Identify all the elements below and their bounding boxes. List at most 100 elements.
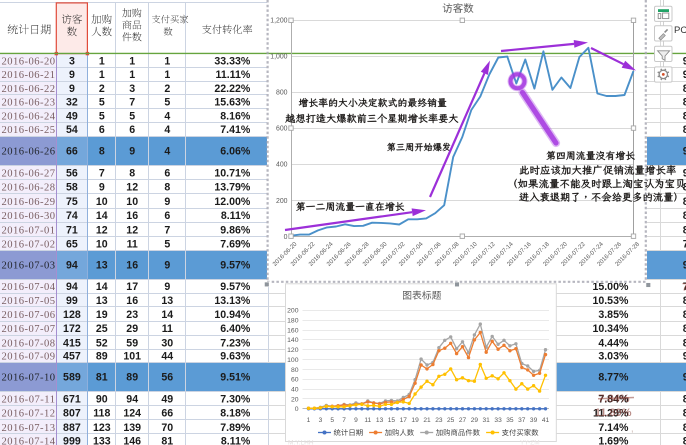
- svg-text:9.86%: 9.86%: [220, 224, 251, 236]
- svg-text:16: 16: [126, 210, 138, 222]
- svg-text:25: 25: [447, 417, 455, 424]
- svg-text:13: 13: [96, 295, 108, 307]
- svg-text:1: 1: [164, 69, 170, 81]
- svg-text:6: 6: [164, 210, 170, 222]
- svg-text:7.69%: 7.69%: [220, 238, 251, 250]
- svg-text:1: 1: [99, 56, 105, 68]
- svg-text:2016-06-29: 2016-06-29: [2, 197, 56, 208]
- svg-text:25: 25: [96, 323, 108, 335]
- svg-text:71: 71: [66, 224, 78, 236]
- svg-text:128: 128: [63, 309, 81, 321]
- svg-text:9: 9: [354, 417, 358, 424]
- svg-text:123: 123: [93, 422, 111, 434]
- svg-text:7: 7: [683, 281, 686, 293]
- svg-text:66: 66: [161, 408, 173, 420]
- svg-text:17: 17: [400, 417, 408, 424]
- svg-text:807: 807: [63, 408, 81, 420]
- svg-text:33: 33: [494, 417, 502, 424]
- svg-text:2016-06-30: 2016-06-30: [2, 211, 56, 222]
- svg-text:22.22%: 22.22%: [214, 83, 251, 95]
- svg-text:7.84%: 7.84%: [598, 394, 629, 406]
- svg-text:589: 589: [63, 372, 81, 384]
- svg-text:671: 671: [63, 394, 81, 406]
- svg-text:7.14%: 7.14%: [598, 422, 629, 434]
- svg-text:1,200: 1,200: [270, 18, 287, 25]
- svg-text:66: 66: [66, 146, 78, 158]
- svg-text:8: 8: [164, 182, 170, 194]
- svg-text:8: 8: [683, 210, 686, 222]
- svg-text:8: 8: [683, 124, 686, 136]
- svg-text:9: 9: [683, 56, 686, 68]
- svg-text:140: 140: [287, 337, 299, 344]
- svg-text:23: 23: [126, 309, 138, 321]
- svg-text:2016-06-26: 2016-06-26: [2, 147, 56, 158]
- svg-text:101: 101: [123, 351, 141, 363]
- svg-text:8: 8: [683, 408, 686, 420]
- svg-text:9.57%: 9.57%: [220, 260, 251, 272]
- svg-text:180: 180: [287, 318, 299, 325]
- svg-text:200: 200: [287, 308, 299, 315]
- svg-text:2016-07-13: 2016-07-13: [2, 423, 56, 434]
- svg-text:21: 21: [423, 417, 431, 424]
- svg-text:31: 31: [483, 417, 491, 424]
- svg-text:8: 8: [683, 295, 686, 307]
- svg-text:100: 100: [287, 357, 299, 364]
- svg-text:3: 3: [69, 56, 75, 68]
- svg-text:2016-06-24: 2016-06-24: [2, 111, 56, 122]
- svg-text:5: 5: [330, 417, 334, 424]
- svg-text:9: 9: [129, 146, 135, 158]
- svg-text:8: 8: [683, 196, 686, 208]
- svg-text:13: 13: [161, 295, 173, 307]
- svg-text:13.79%: 13.79%: [214, 182, 251, 194]
- svg-text:2016-07-05: 2016-07-05: [2, 296, 56, 307]
- svg-text:81: 81: [161, 436, 173, 445]
- svg-text:11: 11: [127, 238, 138, 250]
- svg-text:2016-07-03: 2016-07-03: [2, 261, 56, 272]
- svg-text:2016-07-10: 2016-07-10: [2, 373, 56, 384]
- svg-text:89: 89: [126, 372, 138, 384]
- svg-text:9.63%: 9.63%: [220, 351, 251, 363]
- svg-text:8: 8: [683, 309, 686, 321]
- svg-text:2016-06-27: 2016-06-27: [2, 168, 56, 179]
- svg-text:9: 9: [683, 69, 686, 81]
- svg-text:6: 6: [129, 124, 135, 136]
- svg-text:4: 4: [164, 110, 170, 122]
- svg-text:9: 9: [164, 196, 170, 208]
- svg-text:9: 9: [683, 351, 686, 363]
- svg-text:3: 3: [129, 83, 135, 95]
- svg-text:8: 8: [683, 394, 686, 406]
- svg-text:12: 12: [126, 224, 138, 236]
- svg-text:9: 9: [683, 167, 686, 179]
- svg-text:2016-07-07: 2016-07-07: [2, 324, 56, 335]
- svg-text:3: 3: [319, 417, 323, 424]
- svg-text:29: 29: [126, 323, 138, 335]
- svg-text:2016-06-28: 2016-06-28: [2, 183, 56, 194]
- svg-text:58: 58: [66, 182, 78, 194]
- svg-text:56: 56: [66, 167, 78, 179]
- svg-text:2016-07-11: 2016-07-11: [2, 395, 56, 406]
- svg-text:2016-06-22: 2016-06-22: [2, 84, 56, 95]
- svg-text:7: 7: [129, 97, 135, 109]
- svg-text:27: 27: [459, 417, 467, 424]
- svg-text:,: ,: [631, 424, 634, 434]
- svg-text:8: 8: [683, 323, 686, 335]
- svg-text:146: 146: [123, 436, 141, 445]
- svg-text:39: 39: [530, 417, 538, 424]
- svg-text:12: 12: [126, 182, 138, 194]
- svg-text:600: 600: [276, 126, 288, 133]
- svg-text:32: 32: [66, 97, 78, 109]
- svg-text:2016-06-25: 2016-06-25: [2, 125, 56, 136]
- svg-text:2016-07-08: 2016-07-08: [2, 338, 56, 349]
- svg-text:74: 74: [66, 210, 78, 222]
- svg-text:41: 41: [542, 417, 550, 424]
- svg-text:20: 20: [291, 396, 299, 403]
- svg-text:M.Y.LHH: M.Y.LHH: [288, 440, 314, 445]
- svg-text:89: 89: [96, 351, 108, 363]
- svg-text:PC: PC: [674, 25, 686, 36]
- svg-text:80: 80: [291, 367, 299, 374]
- svg-text:5: 5: [164, 97, 170, 109]
- svg-text:124: 124: [123, 408, 141, 420]
- svg-text:800: 800: [276, 90, 288, 97]
- svg-text:2016-06-21: 2016-06-21: [2, 70, 56, 81]
- svg-text:19: 19: [96, 309, 108, 321]
